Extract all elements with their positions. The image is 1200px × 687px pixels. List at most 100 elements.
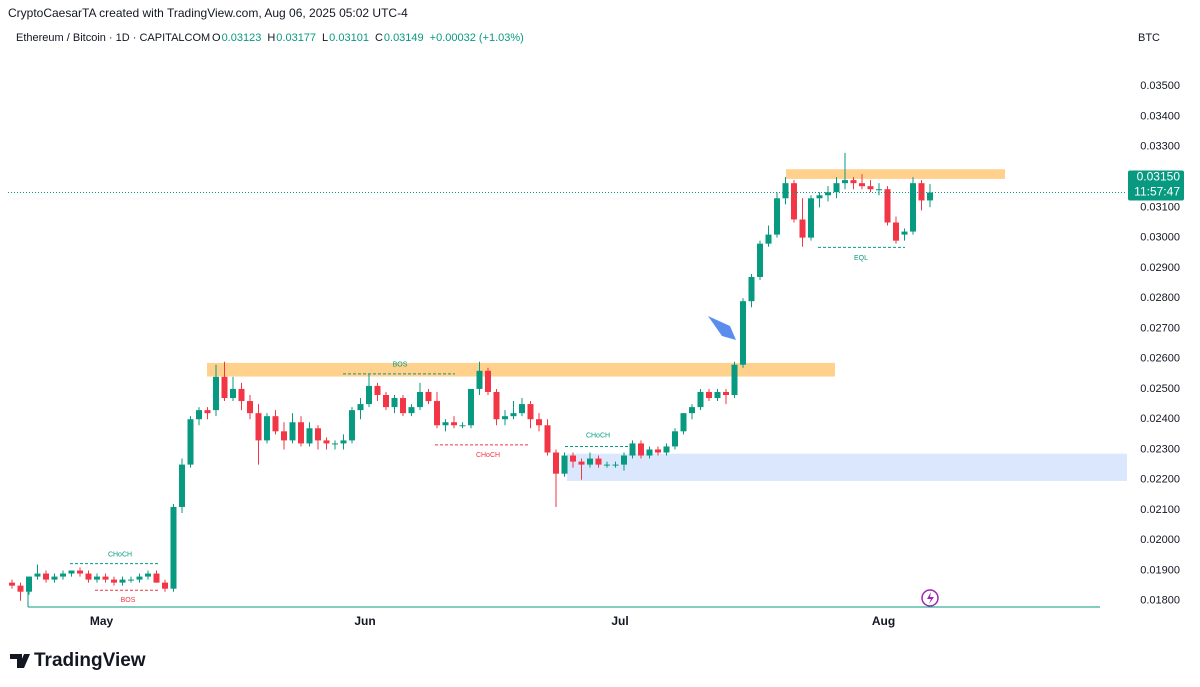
candle-body: [60, 573, 66, 577]
candle-body: [264, 416, 270, 441]
alert-icon: [921, 589, 939, 607]
candle-body: [204, 410, 211, 414]
candle-body: [400, 398, 406, 414]
candle-body: [162, 582, 168, 589]
unit: BTC: [1138, 32, 1160, 44]
y-tick-label: 0.02300: [1140, 443, 1180, 455]
annotation-label: CHoCH: [586, 432, 610, 439]
candle-body: [425, 391, 432, 402]
candle-body: [629, 443, 636, 456]
candle-body: [332, 443, 338, 445]
zone: [567, 453, 1127, 481]
y-tick-label: 0.01900: [1140, 564, 1180, 576]
ohlc-legend: O 0.03123 H 0.03177 L 0.03101 C 0.03149 +0.00032…: [212, 32, 524, 44]
y-tick-label: 0.03000: [1140, 232, 1180, 244]
candle-body: [255, 413, 262, 441]
candle-body: [816, 195, 823, 199]
alert-bolt: [927, 592, 934, 604]
candle-body: [485, 370, 491, 392]
candle-body: [128, 579, 134, 581]
candle-body: [842, 180, 848, 184]
candle-body: [349, 410, 355, 441]
candle-body: [281, 431, 287, 441]
price-tag: 0.03150: [1137, 170, 1181, 184]
ohlc-value: 0.03149: [384, 32, 424, 44]
candle-body: [918, 183, 925, 201]
ohlc-key: L: [322, 32, 328, 44]
candle-body: [561, 455, 568, 474]
candle-body: [553, 452, 559, 474]
candle-body: [434, 401, 440, 426]
candle-body: [323, 440, 330, 444]
candle-body: [230, 388, 236, 399]
candle-body: [893, 222, 899, 241]
candle-body: [731, 364, 738, 395]
candle-body: [544, 425, 551, 453]
candle-body: [476, 370, 483, 389]
candle-body: [9, 582, 15, 586]
x-tick-label: May: [90, 614, 114, 628]
candle-body: [612, 464, 619, 466]
change: +0.00032 (+1.03%): [430, 32, 524, 44]
candle-body: [578, 461, 585, 465]
y-tick-label: 0.02100: [1140, 504, 1180, 516]
candle-body: [570, 455, 576, 462]
candle-body: [451, 422, 457, 426]
candle-body: [417, 391, 423, 408]
candle-body: [272, 416, 279, 432]
candle-body: [782, 183, 789, 199]
ohlc-value: 0.03123: [222, 32, 262, 44]
candle-body: [289, 422, 296, 441]
candle-body: [213, 376, 219, 411]
candle-body: [111, 579, 117, 583]
x-tick-label: Jun: [354, 614, 375, 628]
countdown: 11:57:47: [1134, 185, 1180, 199]
candle-body: [519, 404, 525, 414]
candle-body: [247, 401, 253, 414]
candle-body: [833, 183, 840, 193]
candle-body: [298, 422, 304, 444]
candle-body: [136, 576, 143, 580]
candle-body: [119, 579, 126, 583]
candle-body: [43, 573, 49, 580]
candle-body: [697, 391, 704, 408]
candle-body: [17, 585, 24, 592]
logo-text: TradingView: [34, 650, 146, 671]
candle-body: [595, 458, 602, 465]
candle-body: [510, 413, 517, 417]
candle-body: [884, 189, 891, 223]
candle-body: [723, 391, 729, 395]
candle-body: [714, 391, 721, 399]
candle-body: [408, 407, 415, 414]
y-tick-label: 0.02900: [1140, 262, 1180, 274]
ohlc-value: 0.03177: [276, 32, 316, 44]
candle-body: [808, 198, 814, 238]
ohlc-key: C: [375, 32, 383, 44]
candle-body: [94, 576, 100, 580]
candle-body: [901, 231, 908, 235]
candle-body: [196, 410, 202, 420]
candle-body: [306, 428, 313, 444]
candle-body: [85, 573, 92, 580]
candle-body: [221, 376, 228, 399]
candle-body: [68, 570, 75, 574]
candle-body: [672, 431, 678, 447]
candle-body: [927, 192, 933, 201]
candle-body: [910, 183, 916, 232]
x-tick-label: Aug: [872, 614, 895, 628]
candle-body: [34, 573, 41, 577]
candle-body: [51, 576, 58, 580]
ohlc-key: H: [267, 32, 275, 44]
y-tick-label: 0.03100: [1140, 201, 1180, 213]
candle-body: [850, 180, 857, 184]
price-tag-bg: [1128, 170, 1184, 201]
y-tick-label: 0.02200: [1140, 474, 1180, 486]
candle-body: [315, 428, 321, 441]
arrow: [708, 316, 736, 340]
candle-body: [646, 449, 653, 456]
candle-body: [187, 419, 194, 465]
logo: TradingView: [10, 650, 146, 671]
candle-body: [621, 455, 627, 465]
candle-body: [748, 276, 755, 302]
y-tick-label: 0.03300: [1140, 141, 1180, 153]
